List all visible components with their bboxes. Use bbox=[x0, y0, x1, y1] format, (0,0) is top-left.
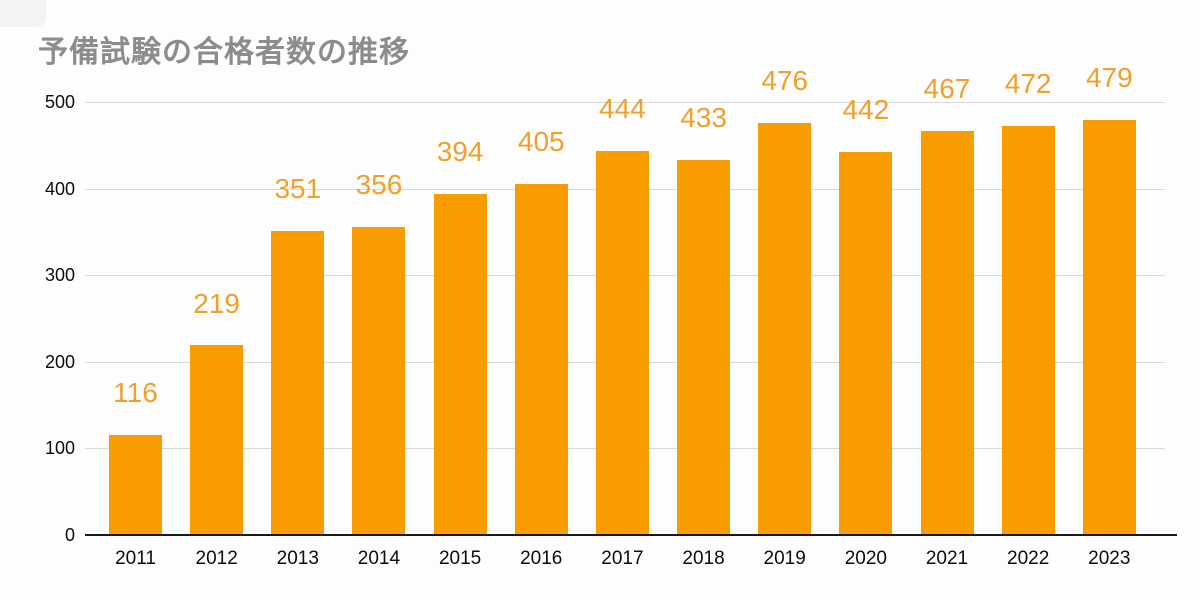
x-tick-label-2013: 2013 bbox=[276, 548, 319, 569]
bar-value-label-2014: 356 bbox=[355, 168, 403, 200]
x-tick-label-2014: 2014 bbox=[357, 548, 401, 569]
x-tick-label-2018: 2018 bbox=[682, 548, 725, 569]
y-tick-label-300: 300 bbox=[44, 265, 75, 286]
x-tick-label-2016: 2016 bbox=[520, 548, 563, 569]
bar-value-label-2022: 472 bbox=[1004, 68, 1052, 100]
bar-2020 bbox=[839, 152, 893, 535]
y-tick-label-400: 400 bbox=[44, 178, 75, 199]
bar-value-label-2012: 219 bbox=[193, 287, 240, 319]
bar-2016 bbox=[514, 184, 568, 535]
chart-title: 予備試験の合格者数の推移 bbox=[38, 36, 410, 69]
bar-value-label-2017: 444 bbox=[599, 92, 646, 124]
bar-2021 bbox=[920, 130, 974, 535]
x-tick-label-2023: 2023 bbox=[1088, 548, 1131, 569]
bar-2019 bbox=[758, 122, 812, 535]
window-corner-artifact bbox=[0, 0, 46, 27]
bar-value-label-2015: 394 bbox=[436, 136, 484, 167]
x-tick-label-2017: 2017 bbox=[601, 548, 644, 569]
bar-value-label-2019: 476 bbox=[761, 65, 809, 96]
bar-2013 bbox=[271, 231, 325, 535]
x-tick-label-2011: 2011 bbox=[115, 548, 156, 569]
x-tick-label-2012: 2012 bbox=[195, 548, 238, 569]
y-tick-label-500: 500 bbox=[44, 92, 75, 112]
bar-value-label-2023: 479 bbox=[1085, 62, 1133, 94]
bar-2022 bbox=[1001, 126, 1055, 535]
bar-2023 bbox=[1082, 120, 1136, 535]
plot-area: 116 219 351 356 394 405 444 433 476 442 467 472 479 bbox=[85, 63, 1177, 536]
bar-2012 bbox=[190, 345, 244, 535]
bar-value-label-2021: 467 bbox=[923, 72, 971, 104]
x-tick-label-2019: 2019 bbox=[763, 548, 806, 569]
y-tick-label-100: 100 bbox=[44, 438, 75, 459]
bar-2015 bbox=[433, 193, 487, 535]
x-tick-label-2022: 2022 bbox=[1007, 548, 1050, 569]
x-tick-label-2015: 2015 bbox=[438, 548, 482, 569]
x-axis-line bbox=[85, 534, 1177, 536]
bar-value-label-2016: 405 bbox=[517, 126, 565, 158]
bar-2018 bbox=[677, 160, 731, 535]
bar-value-label-2011: 116 bbox=[113, 376, 158, 408]
bar-value-label-2018: 433 bbox=[680, 102, 727, 134]
x-tick-label-2020: 2020 bbox=[844, 548, 887, 569]
bar-value-label-2013: 351 bbox=[274, 173, 322, 205]
y-tick-label-0: 0 bbox=[64, 525, 75, 545]
bar-2014 bbox=[352, 226, 406, 535]
bar-2011 bbox=[109, 434, 162, 535]
y-tick-label-200: 200 bbox=[44, 351, 75, 372]
bar-2017 bbox=[595, 150, 649, 535]
x-tick-label-2021: 2021 bbox=[925, 548, 969, 569]
bar-value-label-2020: 442 bbox=[842, 94, 890, 126]
gridline-500 bbox=[85, 102, 1165, 103]
